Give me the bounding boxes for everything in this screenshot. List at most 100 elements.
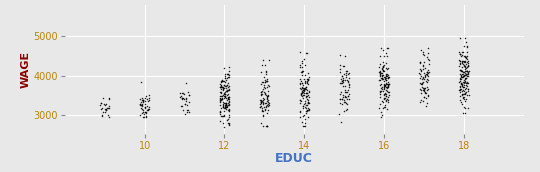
Point	[339, 73, 348, 76]
Point	[136, 103, 145, 105]
Point	[224, 104, 232, 106]
Point	[261, 93, 270, 96]
Point	[98, 115, 107, 118]
Point	[225, 123, 233, 126]
Point	[299, 114, 308, 117]
Point	[461, 66, 469, 69]
Point	[220, 109, 228, 112]
Point	[416, 101, 425, 104]
Point	[222, 106, 231, 109]
Point	[102, 109, 111, 111]
Point	[140, 96, 149, 99]
Point	[462, 82, 471, 84]
Point	[382, 95, 390, 98]
Point	[298, 74, 306, 77]
Point	[300, 100, 309, 102]
Point	[259, 125, 267, 128]
Point	[345, 97, 353, 100]
Point	[463, 88, 472, 90]
Point	[299, 86, 307, 89]
Point	[258, 63, 266, 66]
Point	[462, 82, 471, 84]
Point	[424, 72, 433, 74]
Point	[462, 62, 470, 65]
Point	[98, 97, 107, 100]
Point	[138, 99, 147, 101]
Point	[261, 70, 270, 73]
Point	[416, 61, 424, 64]
Point	[303, 98, 312, 101]
Point	[298, 66, 307, 68]
Point	[418, 63, 427, 66]
Point	[341, 76, 350, 79]
Point	[221, 107, 230, 110]
Point	[225, 104, 233, 107]
Point	[264, 94, 273, 96]
Point	[416, 88, 424, 90]
Point	[341, 100, 349, 103]
Point	[218, 80, 226, 83]
Point	[217, 92, 226, 94]
Point	[344, 88, 353, 91]
Point	[256, 90, 265, 93]
Point	[417, 69, 426, 72]
Point	[100, 104, 109, 106]
Point	[461, 76, 470, 79]
Point	[261, 73, 270, 76]
Point	[463, 88, 472, 90]
Point	[259, 58, 268, 61]
Point	[379, 98, 388, 100]
Point	[262, 70, 271, 72]
Point	[303, 106, 312, 109]
Point	[217, 86, 225, 88]
Point	[455, 59, 464, 62]
Point	[383, 85, 392, 87]
Point	[302, 52, 310, 54]
Point	[258, 107, 266, 109]
Point	[415, 62, 424, 65]
Point	[341, 95, 350, 98]
Point	[375, 73, 384, 76]
Point	[220, 125, 228, 128]
Point	[376, 96, 384, 98]
Point	[219, 106, 227, 109]
Point	[260, 92, 269, 95]
Point	[298, 62, 307, 64]
Point	[97, 101, 105, 104]
Point	[256, 98, 265, 101]
Point	[464, 62, 473, 65]
Point	[143, 99, 152, 102]
Point	[455, 59, 464, 62]
Point	[302, 109, 311, 112]
Point	[145, 108, 153, 110]
Point	[216, 110, 225, 113]
Point	[263, 125, 272, 128]
Point	[262, 112, 271, 115]
Point	[379, 49, 388, 51]
Point	[301, 94, 310, 97]
Point	[302, 106, 310, 109]
Point	[376, 83, 385, 86]
Point	[415, 72, 424, 74]
Point	[421, 76, 429, 79]
Point	[455, 68, 464, 71]
Point	[299, 105, 307, 108]
Point	[256, 100, 265, 103]
Point	[455, 53, 464, 56]
Point	[381, 77, 389, 80]
Point	[417, 82, 426, 85]
Point	[416, 68, 424, 70]
Point	[103, 107, 112, 109]
Point	[378, 66, 387, 69]
Point	[304, 77, 313, 80]
Point	[216, 99, 225, 102]
Point	[224, 108, 233, 111]
Point	[225, 99, 233, 102]
Point	[381, 77, 390, 79]
Point	[462, 80, 471, 83]
Point	[216, 90, 225, 93]
Point	[422, 71, 431, 74]
Point	[256, 122, 265, 125]
Point	[377, 82, 386, 85]
Point	[142, 115, 151, 117]
